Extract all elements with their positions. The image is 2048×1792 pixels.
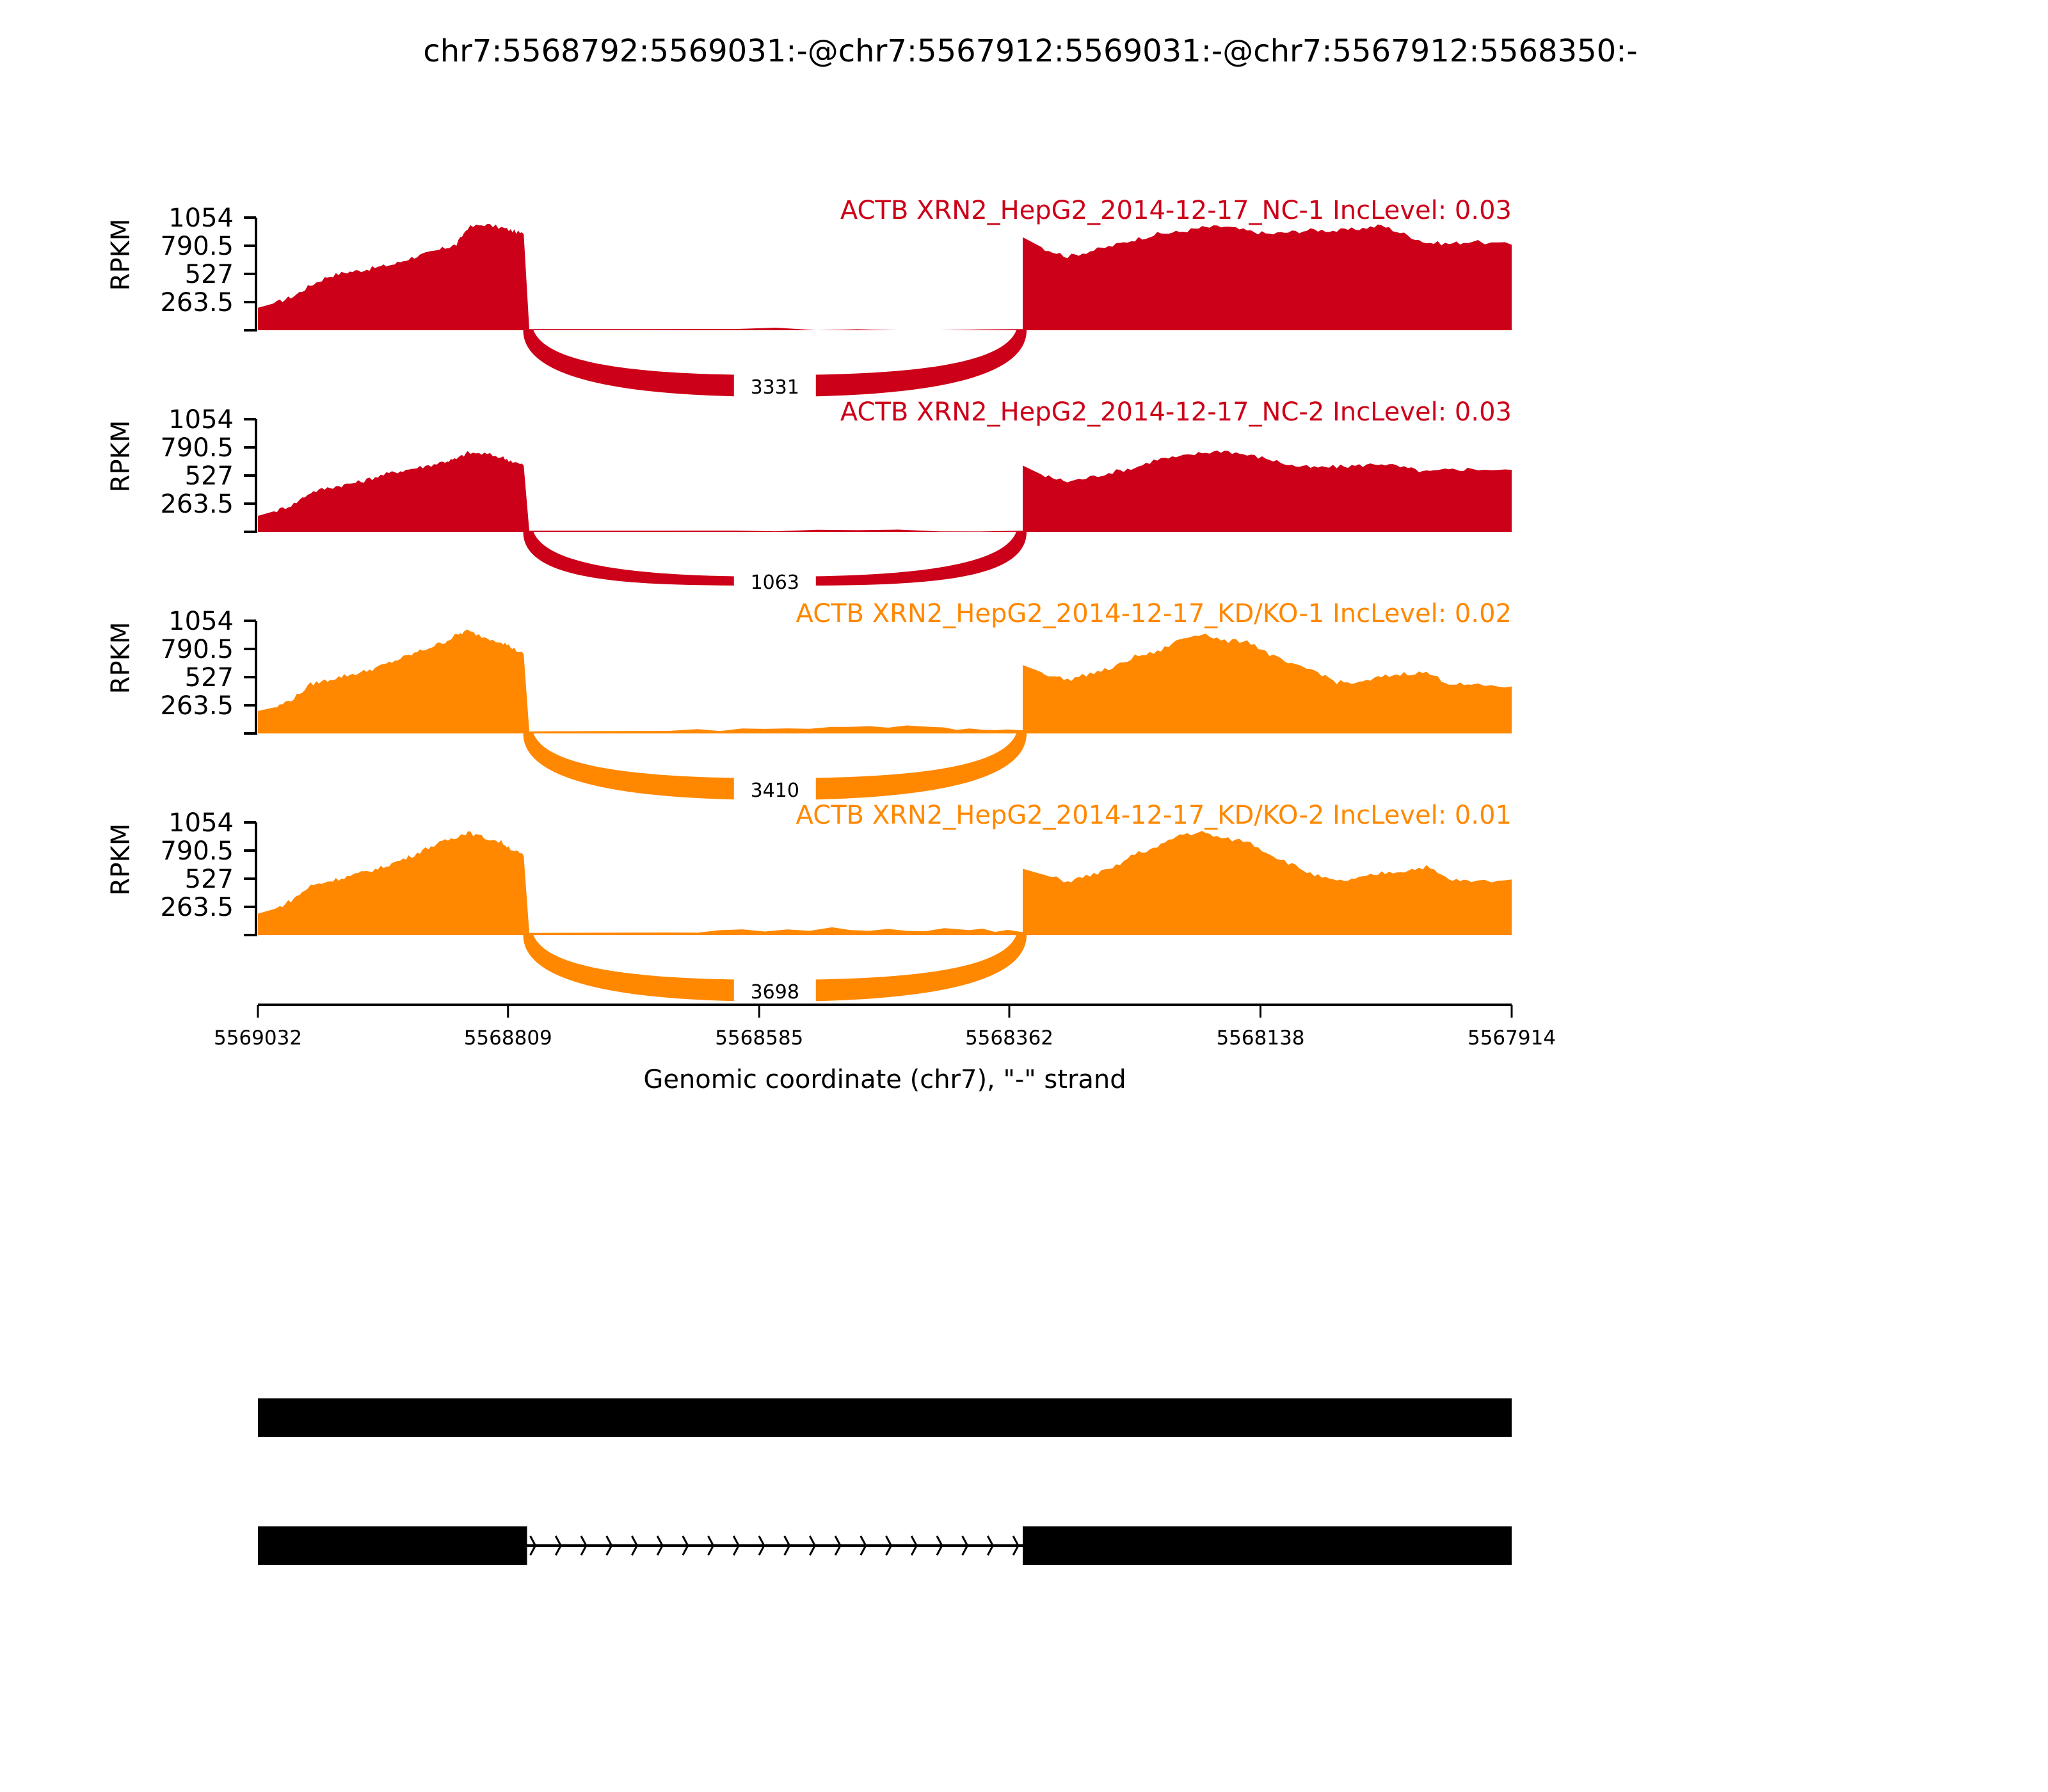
strand-arrow-icon <box>656 1535 664 1556</box>
y-tick-label: 1054 <box>168 204 234 233</box>
exon-block <box>258 1398 1512 1437</box>
gene-model-isoform-skipping <box>258 1526 1512 1565</box>
junction-label-bg <box>733 772 816 819</box>
junction-arc-band <box>523 733 1027 800</box>
junction-label-bg <box>733 570 816 605</box>
y-axis-label: RPKM <box>106 420 136 493</box>
strand-arrow-icon <box>783 1535 791 1556</box>
strand-arrow-icon <box>809 1535 817 1556</box>
x-tick-label: 5568585 <box>715 1027 803 1050</box>
coverage-area <box>258 629 1512 733</box>
x-tick-label: 5568138 <box>1216 1027 1304 1050</box>
strand-arrow-icon <box>554 1535 562 1556</box>
y-tick-label: 263.5 <box>160 490 234 519</box>
y-tick-label: 527 <box>185 865 234 894</box>
x-axis: 5569032 5568809 5568585 5568362 5568138 55679… <box>214 1004 1556 1094</box>
junction-arc: 3698 <box>523 935 1027 1021</box>
junction-count-label: 3331 <box>751 376 799 399</box>
junction-arc-band <box>523 935 1027 1002</box>
sample-label: ACTB XRN2_HepG2_2014-12-17_KD/KO-1 IncLe… <box>796 599 1512 628</box>
x-tick-label: 5567914 <box>1468 1027 1556 1050</box>
exon-block <box>258 1526 527 1565</box>
y-tick-label: 790.5 <box>160 232 234 261</box>
strand-arrow-icon <box>910 1535 918 1556</box>
junction-arc: 1063 <box>523 532 1027 605</box>
y-tick-label: 263.5 <box>160 288 234 317</box>
gene-model-isoform-inclusion <box>258 1398 1512 1437</box>
coverage-area <box>258 223 1512 330</box>
junction-arc: 3331 <box>523 330 1027 416</box>
sample-label: ACTB XRN2_HepG2_2014-12-17_NC-1 IncLevel… <box>840 196 1512 225</box>
strand-arrow-icon <box>580 1535 588 1556</box>
y-tick-label: 1054 <box>168 405 234 435</box>
strand-arrow-icon <box>936 1535 943 1556</box>
y-axis-label: RPKM <box>106 219 136 291</box>
y-axis-label: RPKM <box>106 824 136 896</box>
exon-block <box>1023 1526 1512 1565</box>
x-tick-label: 5568362 <box>965 1027 1053 1050</box>
y-tick-label: 527 <box>185 260 234 289</box>
strand-arrow-icon <box>758 1535 765 1556</box>
junction-count-label: 1063 <box>751 572 799 594</box>
strand-arrow-icon <box>961 1535 969 1556</box>
strand-arrow-icon <box>631 1535 639 1556</box>
junction-label-bg <box>733 369 816 416</box>
junction-arc: 3410 <box>523 733 1027 819</box>
y-tick-label: 790.5 <box>160 635 234 664</box>
gene-models <box>258 1398 1512 1565</box>
strand-arrow-icon <box>1012 1535 1020 1556</box>
strand-arrow-icon <box>834 1535 842 1556</box>
strand-arrow-icon <box>529 1535 537 1556</box>
strand-arrow-icon <box>885 1535 893 1556</box>
figure-title: chr7:5568792:5569031:-@chr7:5567912:5569… <box>423 33 1637 69</box>
sample-label: ACTB XRN2_HepG2_2014-12-17_NC-2 IncLevel… <box>840 397 1512 427</box>
strand-arrow-icon <box>707 1535 715 1556</box>
y-tick-label: 263.5 <box>160 691 234 721</box>
junction-arc-band <box>523 330 1027 397</box>
y-tick-label: 1054 <box>168 607 234 636</box>
y-tick-label: 527 <box>185 663 234 692</box>
strand-arrow-icon <box>605 1535 613 1556</box>
junction-label-bg <box>733 973 816 1021</box>
coverage-area <box>258 831 1512 935</box>
y-tick-label: 1054 <box>168 808 234 838</box>
sample-label: ACTB XRN2_HepG2_2014-12-17_KD/KO-2 IncLe… <box>796 801 1512 830</box>
y-tick-label: 263.5 <box>160 893 234 922</box>
strand-arrow-icon <box>682 1535 689 1556</box>
coverage-area <box>258 450 1512 532</box>
junction-count-label: 3698 <box>751 981 799 1004</box>
strand-arrow-icon <box>860 1535 867 1556</box>
junction-count-label: 3410 <box>751 780 799 802</box>
strand-arrow-icon <box>986 1535 995 1556</box>
y-axis-label: RPKM <box>106 622 136 694</box>
x-tick-label: 5569032 <box>214 1027 302 1050</box>
x-tick-label: 5568809 <box>464 1027 552 1050</box>
y-tick-label: 790.5 <box>160 836 234 866</box>
y-tick-label: 790.5 <box>160 433 234 463</box>
x-axis-label: Genomic coordinate (chr7), "-" strand <box>643 1065 1126 1094</box>
strand-arrow-icon <box>732 1535 740 1556</box>
y-tick-label: 527 <box>185 461 234 491</box>
